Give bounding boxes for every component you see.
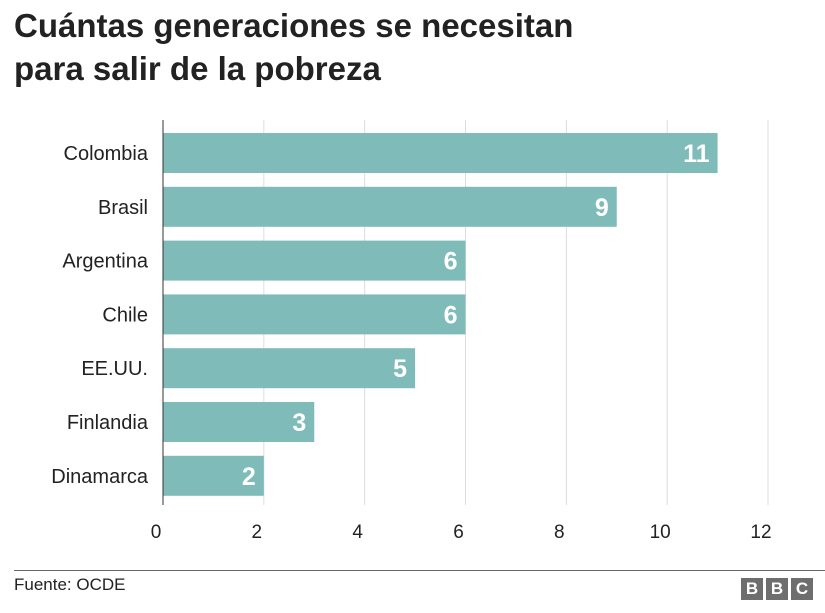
bar-value-label: 6 (444, 248, 458, 276)
category-label: Dinamarca (51, 466, 149, 488)
bbc-logo-letter: B (766, 578, 788, 600)
chart-title-line-1: Cuántas generaciones se necesitan (14, 7, 574, 44)
category-label: Argentina (62, 251, 148, 273)
footer-divider (14, 570, 825, 571)
bar-value-label: 3 (292, 409, 306, 437)
bars: 11 9 6 6 5 3 2 (163, 133, 718, 496)
bbc-logo-letter: B (741, 578, 763, 600)
bar-value-label: 11 (683, 140, 710, 168)
category-label: Finlandia (67, 412, 149, 434)
bar-chart: 11 9 6 6 5 3 2 Colombia Brasil Argentina Chile EE.… (51, 120, 772, 543)
x-tick-label: 0 (151, 522, 162, 543)
category-label: Colombia (64, 143, 149, 165)
bar (163, 294, 466, 335)
x-axis: 0 2 4 6 8 10 12 (151, 120, 772, 543)
chart-title-line-2: para salir de la pobreza (14, 50, 381, 87)
x-tick-label: 6 (453, 522, 464, 543)
bar-value-label: 9 (595, 194, 609, 222)
source-note: Fuente: OCDE (14, 575, 126, 594)
bbc-logo-letter: C (791, 578, 813, 600)
bbc-logo: B B C (741, 578, 813, 600)
bar (163, 402, 315, 442)
x-tick-label: 4 (352, 522, 363, 543)
category-label: Brasil (98, 197, 148, 219)
x-tick-label: 2 (252, 522, 263, 543)
chart-title: Cuántas generaciones se necesitan para s… (14, 4, 714, 90)
bar (163, 455, 264, 496)
bar-value-label: 5 (393, 355, 407, 383)
bar (163, 240, 466, 281)
category-label: Chile (102, 304, 148, 326)
bar-value-label: 2 (242, 463, 256, 491)
bar (163, 348, 416, 389)
bar-value-label: 6 (444, 301, 458, 329)
bar (163, 186, 617, 227)
category-label: EE.UU. (81, 358, 148, 380)
x-tick-label: 8 (554, 522, 565, 543)
x-tick-label: 12 (750, 522, 771, 543)
x-tick-label: 10 (650, 522, 671, 543)
bar (163, 133, 718, 173)
category-labels: Colombia Brasil Argentina Chile EE.UU. Finlan… (51, 143, 149, 488)
